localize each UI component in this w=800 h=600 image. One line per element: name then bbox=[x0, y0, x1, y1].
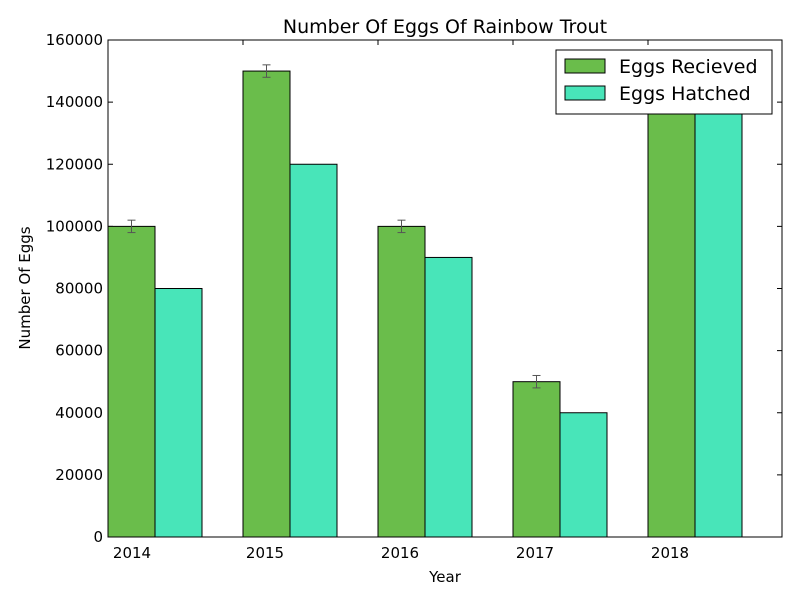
x-tick-label: 2016 bbox=[381, 544, 419, 562]
legend-swatch bbox=[564, 58, 606, 74]
bar-eggs-recieved-2015 bbox=[242, 70, 291, 538]
legend: Eggs Recieved Eggs Hatched bbox=[555, 49, 773, 115]
bar-eggs-recieved-2014 bbox=[107, 225, 156, 538]
bar-eggs-recieved-2016 bbox=[377, 225, 426, 538]
x-axis-title: Year bbox=[428, 568, 462, 586]
bar-eggs-recieved-2017 bbox=[512, 381, 561, 538]
bar-eggs-hatched-2016 bbox=[424, 256, 473, 538]
plot-frame bbox=[107, 39, 783, 538]
y-tick-label: 120000 bbox=[46, 155, 103, 173]
y-tick-label: 140000 bbox=[46, 93, 103, 111]
y-tick-label: 100000 bbox=[46, 217, 103, 235]
y-tick-label: 160000 bbox=[46, 31, 103, 49]
legend-swatch bbox=[564, 85, 606, 101]
x-tick-label: 2017 bbox=[516, 544, 554, 562]
bar-eggs-recieved-2018 bbox=[647, 101, 696, 538]
x-tick-label: 2015 bbox=[246, 544, 284, 562]
x-tick-label: 2018 bbox=[651, 544, 689, 562]
bars bbox=[107, 64, 743, 538]
y-tick-label: 20000 bbox=[55, 466, 103, 484]
legend-label: Eggs Hatched bbox=[619, 83, 751, 105]
bar-eggs-hatched-2015 bbox=[289, 163, 338, 538]
x-axis-ticks: 2014 2015 2016 2017 2018 bbox=[107, 40, 689, 562]
x-tick-label: 2014 bbox=[113, 544, 151, 562]
y-axis-title: Number Of Eggs bbox=[16, 226, 34, 349]
y-axis-ticks: 0 20000 40000 60000 80000 100000 120000 140000 1… bbox=[46, 31, 782, 546]
legend-label: Eggs Recieved bbox=[619, 56, 758, 78]
bar-eggs-hatched-2014 bbox=[154, 288, 203, 538]
bar-eggs-hatched-2018 bbox=[694, 101, 743, 538]
chart-title: Number Of Eggs Of Rainbow Trout bbox=[283, 16, 607, 38]
y-tick-label: 60000 bbox=[55, 342, 103, 360]
bar-eggs-hatched-2017 bbox=[559, 412, 608, 538]
y-tick-label: 40000 bbox=[55, 404, 103, 422]
y-tick-label: 0 bbox=[93, 528, 103, 546]
y-tick-label: 80000 bbox=[55, 280, 103, 298]
